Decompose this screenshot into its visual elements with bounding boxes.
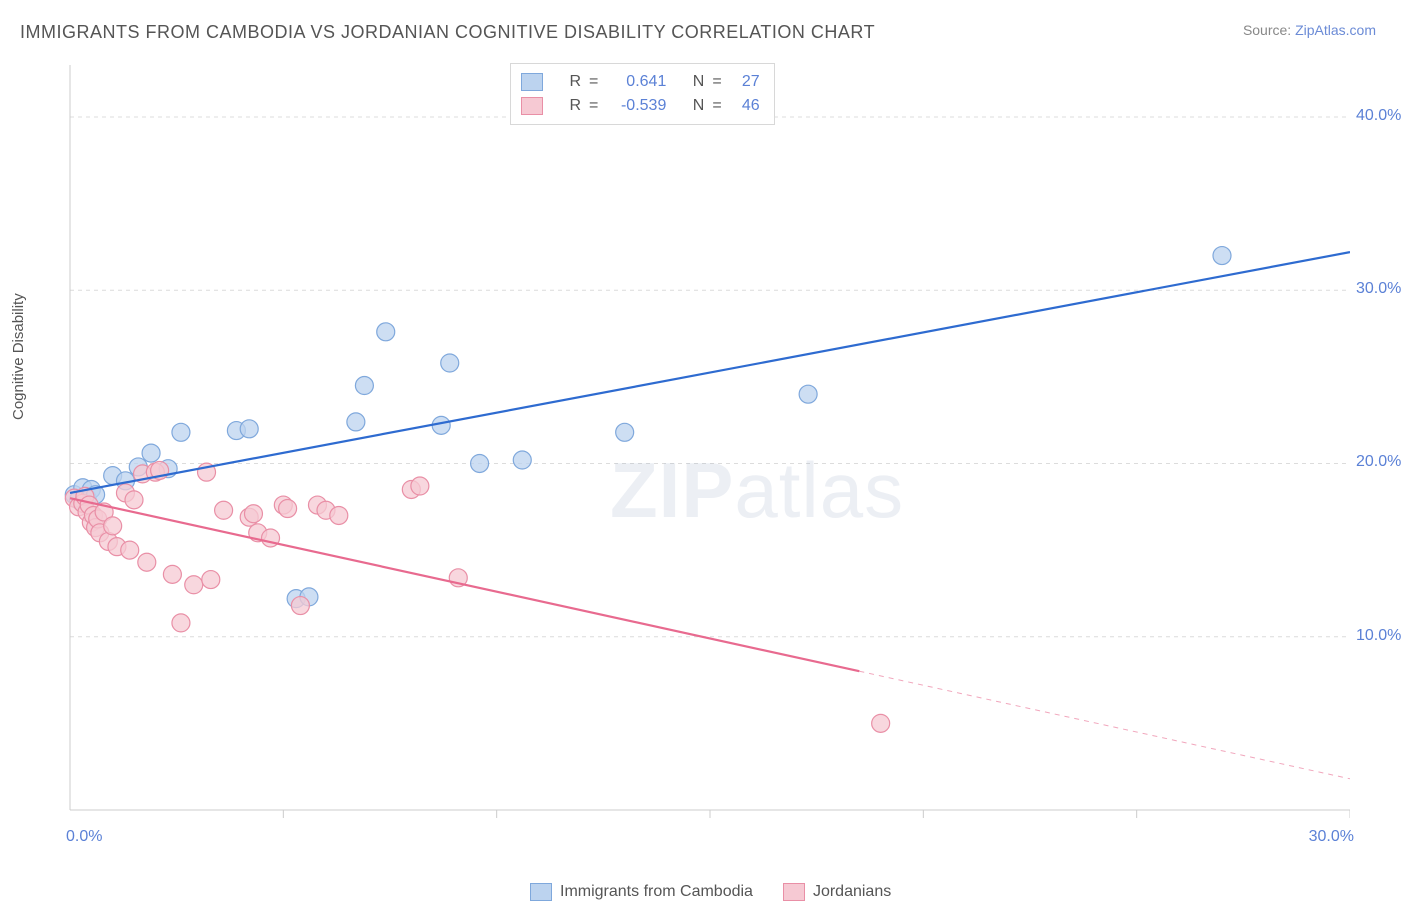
axis-tick-label: 30.0% xyxy=(1309,828,1354,846)
y-axis-label: Cognitive Disability xyxy=(10,293,27,420)
legend-row: R = -0.539 N = 46 xyxy=(521,94,760,118)
legend-swatch xyxy=(521,73,543,91)
equals-sign: = xyxy=(589,73,598,91)
chart-title: IMMIGRANTS FROM CAMBODIA VS JORDANIAN CO… xyxy=(20,22,875,43)
equals-sign: = xyxy=(712,97,721,115)
r-value: -0.539 xyxy=(606,97,666,115)
r-label: R xyxy=(551,97,581,115)
axis-tick-label: 40.0% xyxy=(1356,107,1401,125)
legend-swatch xyxy=(530,883,552,901)
legend-swatch xyxy=(783,883,805,901)
axis-tick-label: 10.0% xyxy=(1356,627,1401,645)
legend-item: Jordanians xyxy=(783,883,891,901)
axis-tick-label: 30.0% xyxy=(1356,280,1401,298)
r-label: R xyxy=(551,73,581,91)
equals-sign: = xyxy=(589,97,598,115)
legend-swatch xyxy=(521,97,543,115)
chart-area: ZIPatlas R=0.641N=27R=-0.539N=46 Immigra… xyxy=(50,55,1350,825)
n-value: 46 xyxy=(730,97,760,115)
series-name: Jordanians xyxy=(813,883,891,901)
source-prefix: Source: xyxy=(1243,22,1295,38)
legend-row: R = 0.641 N = 27 xyxy=(521,70,760,94)
axis-tick-label: 20.0% xyxy=(1356,453,1401,471)
axis-tick-label: 0.0% xyxy=(66,828,102,846)
n-value: 27 xyxy=(730,73,760,91)
scatter-chart xyxy=(50,55,1350,825)
equals-sign: = xyxy=(712,73,721,91)
source-attribution: Source: ZipAtlas.com xyxy=(1243,22,1376,38)
r-value: 0.641 xyxy=(606,73,666,91)
series-legend: Immigrants from Cambodia Jordanians xyxy=(530,883,891,901)
n-label: N xyxy=(674,97,704,115)
source-link[interactable]: ZipAtlas.com xyxy=(1295,22,1376,38)
correlation-legend: R = 0.641 N = 27 R = -0.539 N = 46 xyxy=(510,63,775,125)
legend-item: Immigrants from Cambodia xyxy=(530,883,753,901)
n-label: N xyxy=(674,73,704,91)
series-name: Immigrants from Cambodia xyxy=(560,883,753,901)
